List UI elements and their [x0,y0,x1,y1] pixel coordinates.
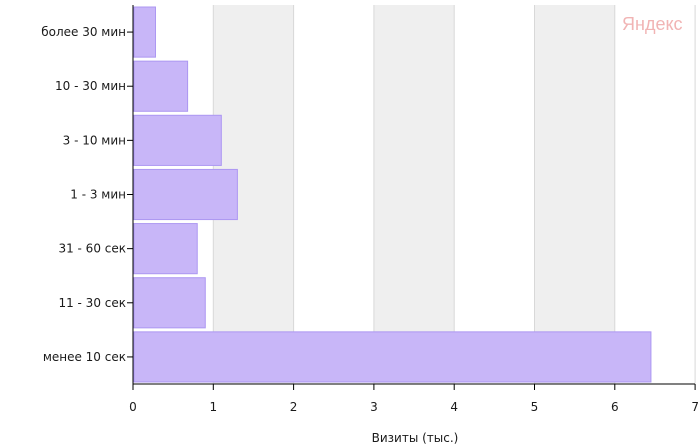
x-tick-label: 4 [450,400,458,414]
bar-4 [133,223,198,275]
bar-3 [133,168,238,221]
category-label: 3 - 10 мин [63,133,126,147]
bar-1 [133,60,189,112]
watermark-yandex: Яндекс [622,14,683,34]
bar-6 [133,331,652,383]
x-tick-label: 3 [370,400,378,414]
bar-5 [133,277,206,329]
grid-band [534,5,615,384]
category-label: 11 - 30 сек [58,296,126,310]
category-label: 10 - 30 мин [55,79,126,93]
x-tick-label: 0 [129,400,137,414]
category-label: 1 - 3 мин [70,188,126,202]
bar-2 [133,114,222,166]
category-label: более 30 мин [41,25,126,39]
x-tick-labels: 0 1 2 3 4 5 6 7 [129,384,699,414]
bars-group [133,6,652,383]
x-tick-label: 2 [290,400,298,414]
x-tick-label: 6 [611,400,619,414]
x-tick-label: 7 [691,400,699,414]
x-axis-title: Визиты (тыс.) [372,431,459,445]
category-labels: более 30 мин 10 - 30 мин 3 - 10 мин 1 - 3 м… [41,25,133,364]
grid-band [373,5,455,384]
bar-0 [133,6,156,58]
x-tick-label: 5 [531,400,539,414]
category-label: 31 - 60 сек [58,242,126,256]
grid-bands [212,5,696,384]
category-label: менее 10 сек [43,350,126,364]
x-tick-label: 1 [209,400,217,414]
